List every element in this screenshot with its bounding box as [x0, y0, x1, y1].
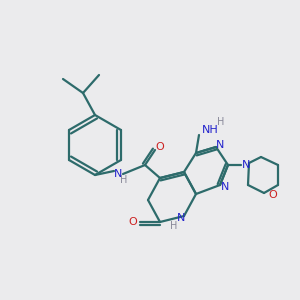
Text: N: N: [242, 160, 250, 170]
Text: NH: NH: [202, 125, 218, 135]
Text: O: O: [129, 217, 137, 227]
Text: H: H: [170, 221, 178, 231]
Text: N: N: [221, 182, 229, 192]
Text: N: N: [216, 140, 224, 150]
Text: N: N: [177, 213, 185, 223]
Text: H: H: [120, 175, 128, 185]
Text: N: N: [114, 169, 122, 179]
Text: O: O: [156, 142, 164, 152]
Text: H: H: [217, 117, 225, 127]
Text: O: O: [268, 190, 278, 200]
